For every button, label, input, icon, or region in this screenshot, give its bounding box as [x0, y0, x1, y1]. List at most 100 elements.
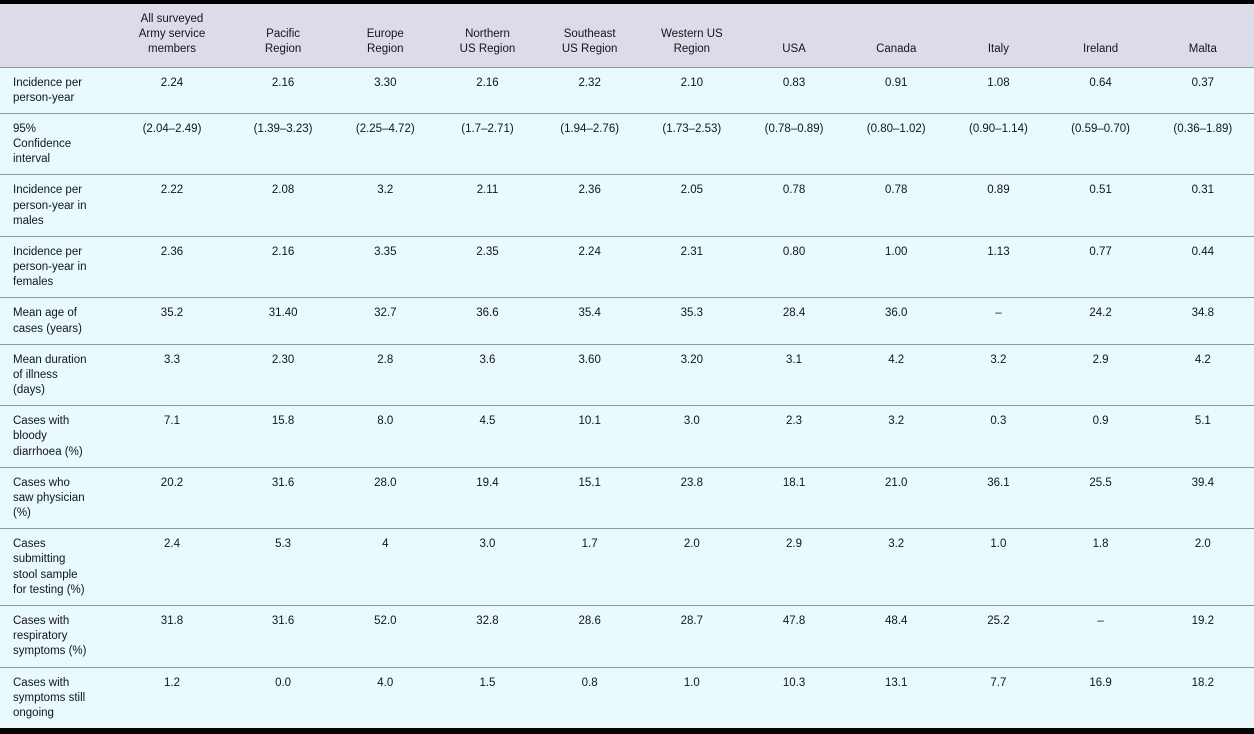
table-cell: 15.8 — [271, 415, 295, 428]
column-header: Europe Region — [334, 4, 437, 68]
row-label: Cases who saw physician (%) — [13, 476, 85, 520]
table-cell: 2.05 — [680, 184, 704, 197]
table-cell: 1.2 — [164, 676, 180, 689]
table-cell: 2.0 — [1194, 538, 1211, 551]
table-cell: 31.6 — [271, 614, 295, 627]
table-cell: 31.40 — [268, 307, 298, 320]
table-cell: 10.1 — [578, 415, 601, 428]
table-cell: 1.7 — [581, 538, 598, 551]
column-header: Northern US Region — [436, 4, 539, 68]
table-cell: 52.0 — [374, 614, 397, 627]
table-cell: (0.80–1.02) — [866, 122, 926, 135]
table-cell: – — [1097, 614, 1104, 627]
row-label: Cases submitting stool sample for testin… — [13, 538, 85, 596]
table-cell: 0.3 — [990, 415, 1007, 428]
table-cell: 2.08 — [271, 184, 295, 197]
table-cell: 25.5 — [1089, 476, 1112, 489]
table-cell: 2.16 — [476, 76, 499, 89]
table-cell: 1.0 — [990, 538, 1007, 551]
table-cell: (1.94–2.76) — [560, 122, 620, 135]
row-label: Mean duration of illness (days) — [13, 353, 87, 397]
table-cell: 28.4 — [782, 307, 806, 320]
table-body: Incidence per person-year 2.24 2.16 3.30 2.1… — [0, 67, 1254, 728]
table-row: Cases submitting stool sample for testin… — [0, 528, 1254, 606]
table-cell: 7.1 — [164, 415, 180, 428]
table-row: Cases with bloody diarrhoea (%) 7.1 15.8 8.… — [0, 405, 1254, 468]
table-cell: 0.78 — [782, 184, 806, 197]
table-cell: 32.7 — [374, 307, 397, 320]
table-row: Cases with respiratory symptoms (%) 31.8 3… — [0, 605, 1254, 667]
table-cell: 16.9 — [1089, 676, 1112, 689]
table-cell: 32.8 — [476, 614, 499, 627]
table-cell: 19.4 — [476, 476, 499, 489]
table-cell: (1.7–2.71) — [461, 122, 514, 135]
table-cell: (1.39–3.23) — [253, 122, 313, 135]
table-cell: 3.30 — [374, 76, 397, 89]
table-cell: 4 — [382, 538, 389, 551]
table-cell: 1.00 — [885, 245, 908, 258]
table-row: Incidence per person-year in females 2.36… — [0, 236, 1254, 298]
table-cell: 2.24 — [160, 76, 184, 89]
table-cell: 47.8 — [782, 614, 806, 627]
table-cell: 0.44 — [1191, 245, 1215, 258]
table-cell: 5.3 — [275, 538, 292, 551]
column-header: Ireland — [1049, 4, 1152, 68]
table-row: Cases with symptoms still ongoing 1.2 0.0 4… — [0, 667, 1254, 728]
table-cell: 0.91 — [885, 76, 908, 89]
row-label: Incidence per person-year in males — [13, 184, 87, 227]
row-label: Cases with respiratory symptoms (%) — [13, 614, 87, 658]
table-cell: 0.89 — [987, 184, 1010, 197]
table-cell: 2.24 — [578, 245, 601, 258]
table-cell: 1.8 — [1092, 538, 1109, 551]
table-cell: 1.08 — [987, 76, 1010, 89]
column-header: Western US Region — [640, 4, 743, 68]
table-cell: 2.36 — [160, 245, 184, 258]
table-cell: 0.77 — [1089, 245, 1112, 258]
table-cell: 2.8 — [377, 353, 394, 366]
row-label: Cases with bloody diarrhoea (%) — [13, 415, 83, 458]
table-cell: 3.0 — [683, 415, 700, 428]
column-header: Pacific Region — [232, 4, 335, 68]
table-cell: 4.2 — [888, 353, 905, 366]
table-cell: 3.2 — [990, 353, 1007, 366]
incidence-table: All surveyed Army service members Pacific… — [0, 4, 1254, 728]
table-cell: 2.16 — [271, 245, 295, 258]
table-cell: 36.1 — [987, 476, 1010, 489]
table-cell: 18.1 — [782, 476, 806, 489]
table-cell: 13.1 — [885, 676, 908, 689]
table-cell: 1.5 — [479, 676, 496, 689]
table-cell: 2.32 — [578, 76, 601, 89]
table-cell: 31.8 — [160, 614, 184, 627]
table-cell: 19.2 — [1191, 614, 1215, 627]
table-cell: 2.0 — [683, 538, 700, 551]
column-header: USA — [742, 4, 846, 68]
table-cell: 2.4 — [164, 538, 180, 551]
column-header: Malta — [1151, 4, 1254, 68]
table-cell: (0.78–0.89) — [764, 122, 824, 135]
table-cell: 3.35 — [374, 245, 397, 258]
table-cell: 4.0 — [377, 676, 394, 689]
corner-cell — [0, 4, 112, 68]
table-cell: 2.10 — [680, 76, 704, 89]
table-cell: 15.1 — [578, 476, 601, 489]
column-header: Italy — [947, 4, 1050, 68]
table-cell: 39.4 — [1191, 476, 1215, 489]
table-cell: 48.4 — [885, 614, 908, 627]
table-cell: 8.0 — [377, 415, 394, 428]
row-label: Incidence per person-year in females — [13, 245, 87, 289]
table-cell: 4.2 — [1194, 353, 1211, 366]
table-row: 95% Confidence interval (2.04–2.49) (1.39–… — [0, 113, 1254, 175]
table-cell: 2.9 — [786, 538, 803, 551]
column-header: All surveyed Army service members — [112, 4, 232, 68]
table-cell: 2.9 — [1092, 353, 1109, 366]
table-cell: 2.31 — [680, 245, 704, 258]
table-row: Mean age of cases (years) 35.2 31.40 32.7 36… — [0, 297, 1254, 344]
table-cell: 28.6 — [578, 614, 601, 627]
table-cell: 3.20 — [680, 353, 704, 366]
table-cell: 23.8 — [680, 476, 704, 489]
table-cell: (1.73–2.53) — [662, 122, 722, 135]
table-cell: 2.35 — [476, 245, 499, 258]
table-cell: 7.7 — [990, 676, 1007, 689]
table-cell: (2.25–4.72) — [355, 122, 415, 135]
table-cell: 4.5 — [479, 415, 496, 428]
